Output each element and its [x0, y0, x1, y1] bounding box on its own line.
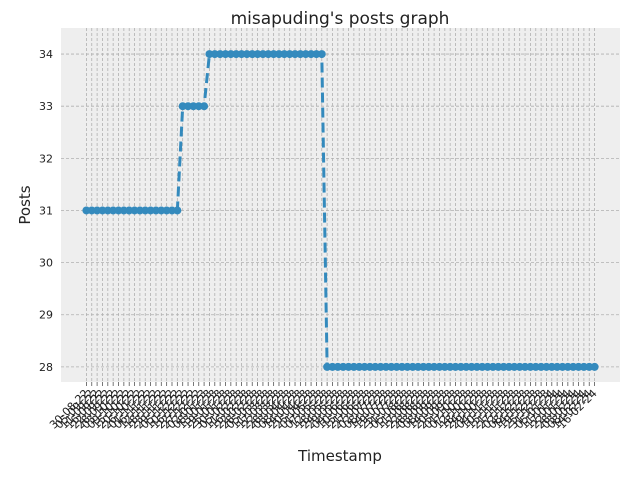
y-tick-label: 34 [39, 48, 53, 61]
marker [317, 50, 326, 59]
marker [590, 362, 599, 371]
y-tick-label: 32 [39, 152, 53, 165]
y-tick-label: 31 [39, 204, 53, 217]
marker [200, 102, 209, 111]
marker [173, 206, 182, 215]
y-tick-label: 29 [39, 309, 53, 322]
y-tick-label: 33 [39, 100, 53, 113]
y-tick-label: 28 [39, 361, 53, 374]
x-axis-label: Timestamp [297, 447, 382, 465]
y-tick-label: 30 [39, 257, 53, 270]
plot-area [61, 28, 620, 382]
y-axis-label: Posts [16, 185, 34, 224]
chart-title: misapuding's posts graph [231, 9, 450, 29]
